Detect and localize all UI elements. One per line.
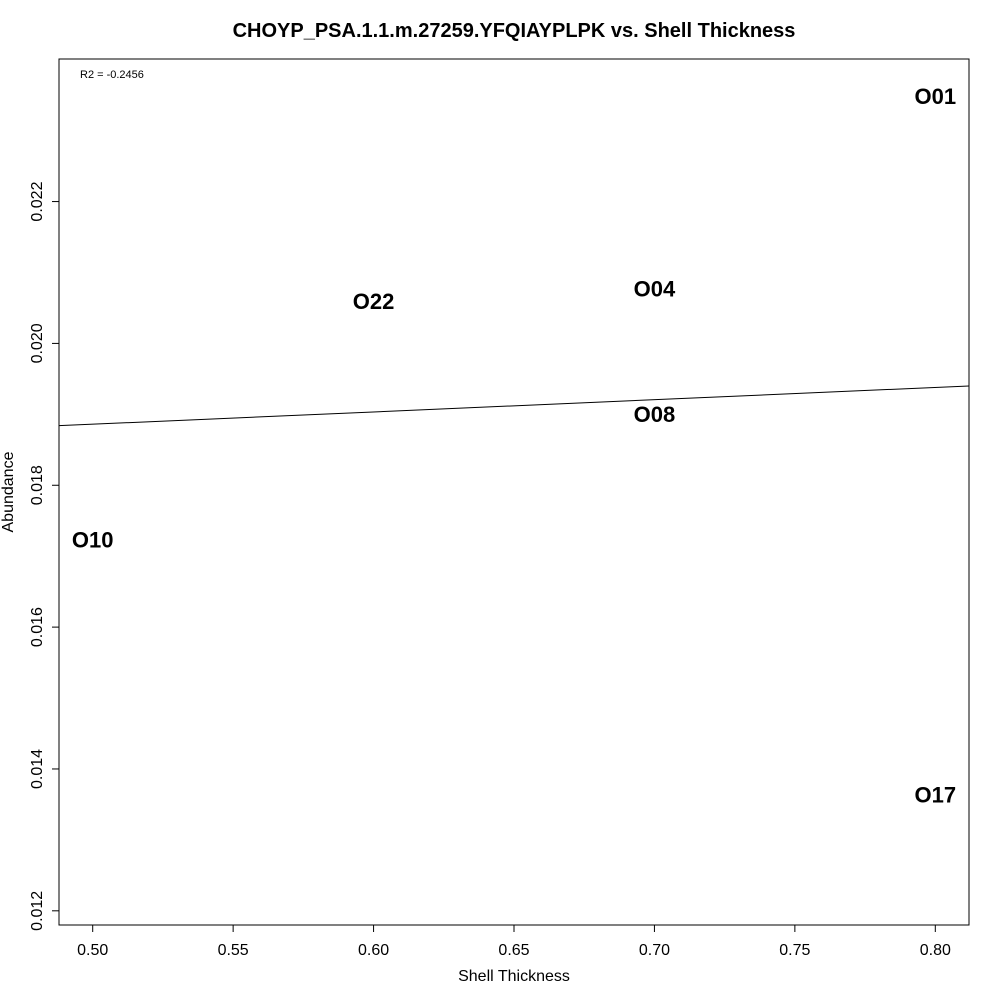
y-tick-label: 0.012 [29,891,46,931]
point-label: O10 [72,527,114,552]
x-tick-label: 0.55 [218,942,249,959]
y-tick-label: 0.020 [29,323,46,363]
x-axis: 0.50 0.55 0.60 0.65 0.70 0.75 0.80 [77,925,951,959]
plot-area [58,58,970,926]
x-tick-label: 0.60 [358,942,389,959]
point-label: O01 [914,84,956,109]
x-tick-label: 0.65 [498,942,529,959]
y-axis: 0.012 0.014 0.016 0.018 0.020 0.022 [29,181,59,931]
chart-title: CHOYP_PSA.1.1.m.27259.YFQIAYPLPK vs. She… [233,20,796,42]
y-tick-label: 0.022 [29,181,46,221]
point-label: O08 [634,402,676,427]
y-tick-label: 0.014 [29,749,46,789]
x-tick-label: 0.70 [639,942,670,959]
y-tick-label: 0.018 [29,465,46,505]
r2-annotation: R2 = -0.2456 [80,69,144,81]
x-tick-label: 0.75 [779,942,810,959]
point-label: O22 [353,289,395,314]
x-axis-label: Shell Thickness [458,968,570,985]
y-axis-label: Abundance [0,451,17,532]
x-tick-label: 0.80 [920,942,951,959]
regression-line [58,385,970,427]
point-label: O17 [914,783,956,808]
point-label: O04 [634,276,676,301]
y-tick-label: 0.016 [29,607,46,647]
x-tick-label: 0.50 [77,942,108,959]
data-points: O01 O22 O04 O08 O10 O17 [72,84,956,808]
